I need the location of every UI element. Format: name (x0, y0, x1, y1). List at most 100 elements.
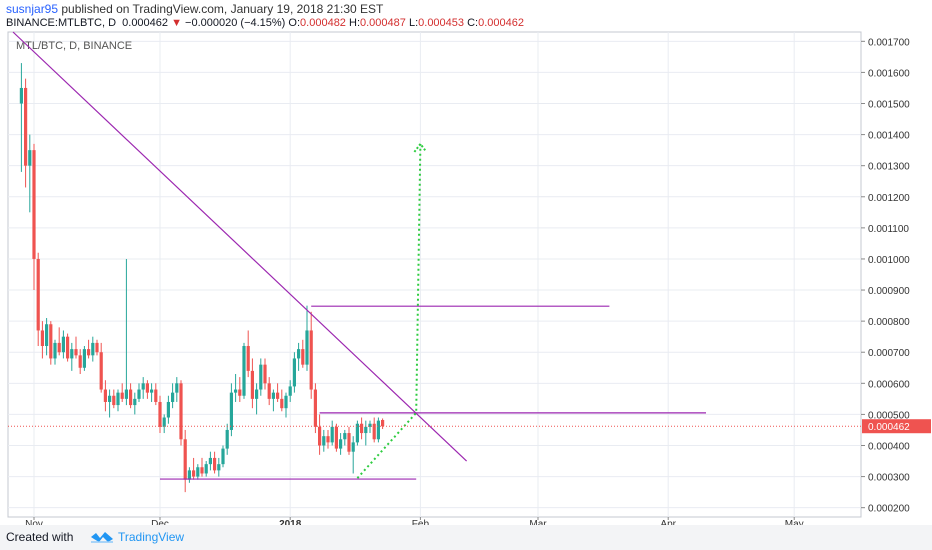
candle-body (124, 389, 128, 399)
candle-body (271, 392, 275, 399)
candle-body (183, 439, 187, 480)
candle (255, 383, 259, 415)
y-tick-label: 0.001000 (868, 255, 910, 266)
candle-body (145, 383, 149, 393)
candle (280, 389, 284, 412)
candle (343, 429, 347, 446)
candle-body (158, 401, 162, 427)
candle (171, 383, 175, 409)
candle-body (242, 346, 246, 396)
candle (309, 311, 313, 399)
candle-body (213, 457, 217, 471)
candle-body (255, 389, 259, 399)
candle (238, 377, 242, 402)
tradingview-link[interactable]: TradingView (118, 530, 185, 544)
candle (70, 342, 74, 371)
price-chart[interactable]: 0.001700 0.001600 0.001500 0.001400 0.001300… (0, 0, 932, 525)
candle-body (24, 87, 28, 166)
author-link[interactable]: susnjar95 (6, 2, 59, 16)
candle (66, 333, 70, 362)
publish-info: susnjar95 published on TradingView.com, … (6, 2, 383, 16)
y-tick-label: 0.000400 (868, 441, 910, 452)
candle (313, 383, 317, 434)
last-price-label: 0.000462 (868, 422, 910, 433)
candle (183, 429, 187, 493)
candle-body (334, 426, 338, 449)
candle-body (57, 342, 61, 353)
candle-body (267, 383, 271, 399)
candle (175, 377, 179, 402)
x-tick-label: Dec (151, 519, 169, 525)
candle-body (372, 423, 376, 440)
created-with-text: Created with (6, 530, 74, 544)
candle-body (297, 349, 301, 359)
candle (103, 380, 107, 412)
candle-body (343, 433, 347, 440)
footer: Created with TradingView (0, 525, 932, 550)
candle (204, 461, 208, 477)
candle (217, 457, 221, 477)
candle (40, 321, 44, 359)
candle (250, 358, 254, 409)
candles (19, 63, 385, 493)
x-tick-label: 2018 (279, 519, 302, 525)
candle (263, 358, 267, 390)
time-axis[interactable]: Nov Dec 2018 Feb Mar Apr May (25, 517, 804, 525)
candle-body (263, 364, 267, 384)
candle-body (116, 392, 120, 406)
candle-body (137, 389, 141, 399)
candle-body (347, 433, 351, 452)
candle-body (36, 258, 40, 331)
candle (208, 451, 212, 471)
candle (360, 417, 364, 440)
candle (61, 330, 65, 359)
candle-body (28, 150, 32, 166)
candle (297, 342, 301, 371)
candle-body (141, 383, 145, 390)
grid (8, 32, 861, 517)
candle-body (91, 342, 95, 356)
candle-body (280, 398, 284, 409)
candle (368, 420, 372, 434)
candle (166, 395, 170, 424)
candle (78, 349, 82, 374)
candle (145, 380, 149, 399)
low-label: L: (408, 17, 419, 29)
drawings[interactable] (12, 31, 706, 480)
candle-body (339, 439, 343, 449)
candle (154, 383, 158, 406)
candle (364, 420, 368, 446)
candle-body (120, 392, 124, 399)
candle (137, 383, 141, 402)
price-axis[interactable]: 0.001700 0.001600 0.001500 0.001400 0.001300… (861, 37, 910, 515)
candle-body (318, 426, 322, 446)
last-price-badge (862, 419, 931, 434)
candle-body (313, 389, 317, 427)
close-label: C: (467, 17, 479, 29)
candle (95, 339, 99, 356)
tradingview-logo-icon (91, 532, 113, 543)
y-tick-label: 0.001600 (868, 68, 910, 79)
x-tick-label: Apr (660, 519, 676, 525)
price-change: −0.000020 (−4.15%) (185, 17, 286, 29)
chart-title: MTL/BTC, D, BINANCE (16, 40, 132, 52)
candle (133, 392, 137, 415)
candle (246, 330, 250, 378)
x-tick-label: Nov (25, 519, 43, 525)
candle (99, 342, 103, 393)
candle-body (292, 358, 296, 387)
candle-body (217, 464, 221, 471)
candle-body (66, 336, 70, 359)
candle (112, 389, 116, 409)
candle (234, 373, 238, 402)
candle-body (133, 398, 137, 406)
candle-body (381, 420, 385, 427)
candle-body (162, 417, 166, 427)
y-tick-label: 0.001700 (868, 37, 910, 48)
low-value: 0.000453 (418, 17, 465, 29)
candle (259, 358, 263, 396)
candle (129, 383, 133, 409)
candle (82, 346, 86, 371)
candle (74, 336, 78, 359)
candle-body (103, 389, 107, 402)
